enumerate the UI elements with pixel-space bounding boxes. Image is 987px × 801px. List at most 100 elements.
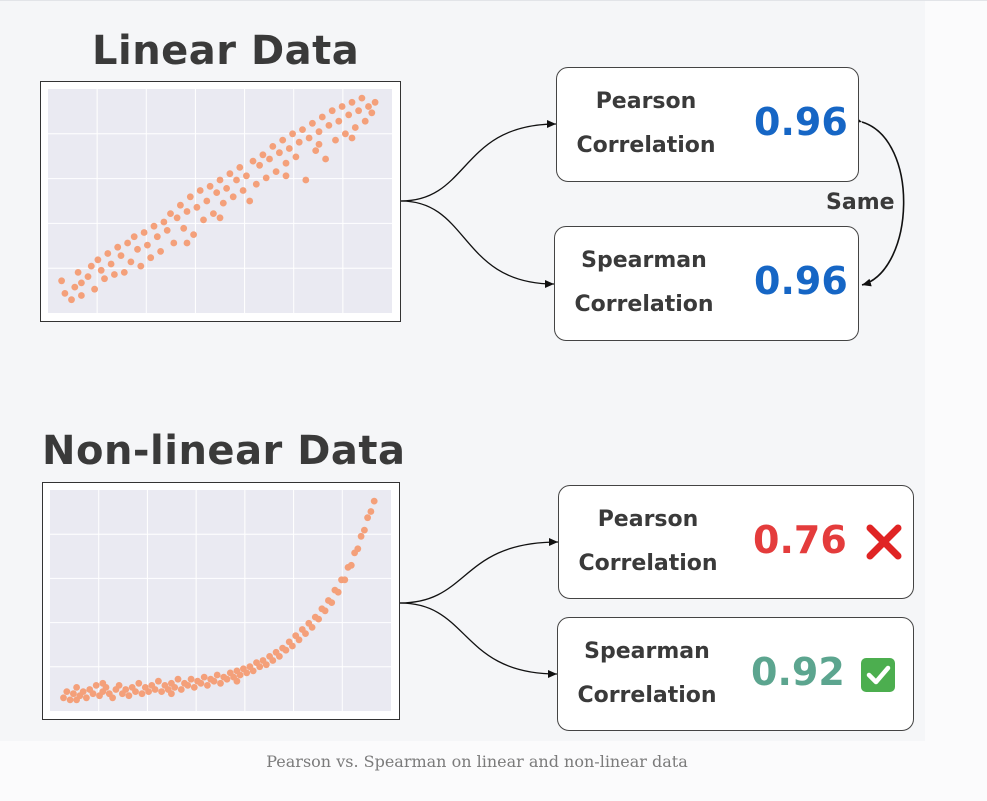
scatter-point bbox=[153, 233, 161, 241]
scatter-point bbox=[196, 187, 204, 194]
scatter-point bbox=[256, 161, 263, 169]
scatter-point bbox=[345, 111, 353, 119]
scatter-point bbox=[276, 653, 283, 660]
scatter-point bbox=[223, 185, 231, 192]
scatter-point bbox=[368, 109, 376, 117]
linear-pearson-value: 0.96 bbox=[754, 100, 848, 144]
pearson-label-line2: Correlation bbox=[578, 551, 718, 576]
scatter-point bbox=[335, 117, 343, 125]
scatter-point bbox=[276, 149, 283, 157]
scatter-point bbox=[104, 250, 112, 257]
scatter-point bbox=[210, 677, 218, 685]
scatter-point bbox=[216, 176, 224, 184]
scatter-point bbox=[155, 677, 162, 685]
scatter-point bbox=[190, 231, 198, 239]
nonlinear-heading: Non-linear Data bbox=[42, 428, 406, 474]
scatter-point bbox=[358, 94, 366, 102]
scatter-point bbox=[348, 134, 356, 142]
scatter-point bbox=[101, 275, 108, 283]
scatter-point bbox=[312, 147, 320, 154]
scatter-point bbox=[322, 155, 329, 163]
scatter-point bbox=[295, 138, 303, 146]
scatter-point bbox=[302, 630, 309, 637]
nonlinear-pearson-box: Pearson Correlation 0.76 bbox=[558, 485, 914, 599]
scatter-point bbox=[289, 642, 296, 650]
top-border bbox=[0, 0, 987, 1]
arrow-nonlinear-to-pearson bbox=[399, 538, 559, 604]
same-label: Same bbox=[826, 190, 895, 215]
scatter-point bbox=[158, 688, 165, 695]
scatter-point bbox=[216, 214, 224, 222]
spearman-label-line1: Spearman bbox=[584, 639, 710, 664]
scatter-point bbox=[334, 588, 342, 596]
scatter-point bbox=[71, 283, 79, 291]
scatter-point bbox=[61, 290, 69, 297]
scatter-point bbox=[361, 526, 368, 534]
check-mark-icon bbox=[861, 658, 895, 692]
scatter-point bbox=[183, 208, 191, 215]
scatter-point bbox=[111, 271, 118, 278]
scatter-point bbox=[229, 193, 237, 201]
scatter-point bbox=[355, 107, 362, 115]
scatter-point bbox=[223, 675, 231, 683]
scatter-point bbox=[269, 657, 277, 664]
nonlinear-spearman-box: Spearman Correlation 0.92 bbox=[557, 617, 914, 731]
scatter-point bbox=[73, 684, 80, 691]
scatter-point bbox=[239, 187, 247, 194]
scatter-point bbox=[219, 199, 227, 207]
scatter-point bbox=[206, 182, 214, 190]
scatter-point bbox=[266, 155, 273, 163]
scatter-point bbox=[107, 260, 115, 268]
scatter-point bbox=[120, 269, 128, 276]
scatter-point bbox=[309, 119, 316, 127]
cross-mark-icon bbox=[866, 524, 902, 560]
scatter-point bbox=[83, 694, 90, 702]
arrow-linear-to-pearson bbox=[400, 120, 557, 202]
scatter-point bbox=[243, 669, 251, 677]
scatter-point bbox=[246, 197, 254, 205]
scatter-point bbox=[367, 508, 375, 515]
scatter-point bbox=[190, 684, 198, 691]
arrow-linear-to-spearman bbox=[400, 200, 555, 288]
scatter-point bbox=[94, 256, 102, 264]
scatter-point bbox=[63, 688, 71, 695]
scatter-point bbox=[328, 599, 336, 606]
scatter-point bbox=[193, 203, 201, 211]
scatter-point bbox=[338, 103, 346, 110]
scatter-point bbox=[177, 201, 184, 209]
nonlinear-pearson-value: 0.76 bbox=[753, 518, 847, 562]
scatter-point bbox=[262, 174, 270, 182]
spearman-label-line1: Spearman bbox=[581, 248, 707, 273]
spearman-label-line2: Correlation bbox=[577, 683, 717, 708]
scatter-point bbox=[134, 245, 141, 253]
scatter-point bbox=[279, 136, 287, 144]
scatter-point bbox=[114, 243, 122, 251]
scatter-point bbox=[282, 172, 290, 180]
scatter-point bbox=[371, 98, 379, 106]
scatter-point bbox=[170, 239, 178, 247]
scatter-point bbox=[299, 126, 306, 133]
scatter-point bbox=[180, 224, 188, 232]
scatter-point bbox=[157, 248, 164, 255]
scatter-point bbox=[84, 273, 92, 280]
scatter-point bbox=[328, 107, 336, 115]
scatter-point bbox=[138, 690, 146, 698]
scatter-point bbox=[213, 189, 221, 196]
scatter-point bbox=[256, 663, 264, 671]
scatter-point bbox=[347, 561, 355, 569]
scatter-point bbox=[249, 157, 257, 165]
scatter-point bbox=[233, 677, 241, 685]
scatter-point bbox=[217, 679, 224, 687]
scatter-point bbox=[259, 151, 267, 159]
arrow-nonlinear-to-spearman bbox=[399, 602, 558, 678]
scatter-point bbox=[87, 262, 95, 270]
nonlinear-scatter-plot bbox=[42, 482, 400, 720]
scatter-point bbox=[213, 671, 221, 679]
scatter-point bbox=[354, 545, 362, 553]
scatter-point bbox=[252, 180, 260, 188]
scatter-point bbox=[147, 254, 155, 262]
scatter-point bbox=[115, 682, 123, 689]
scatter-point bbox=[236, 671, 244, 679]
linear-heading: Linear Data bbox=[92, 28, 360, 74]
